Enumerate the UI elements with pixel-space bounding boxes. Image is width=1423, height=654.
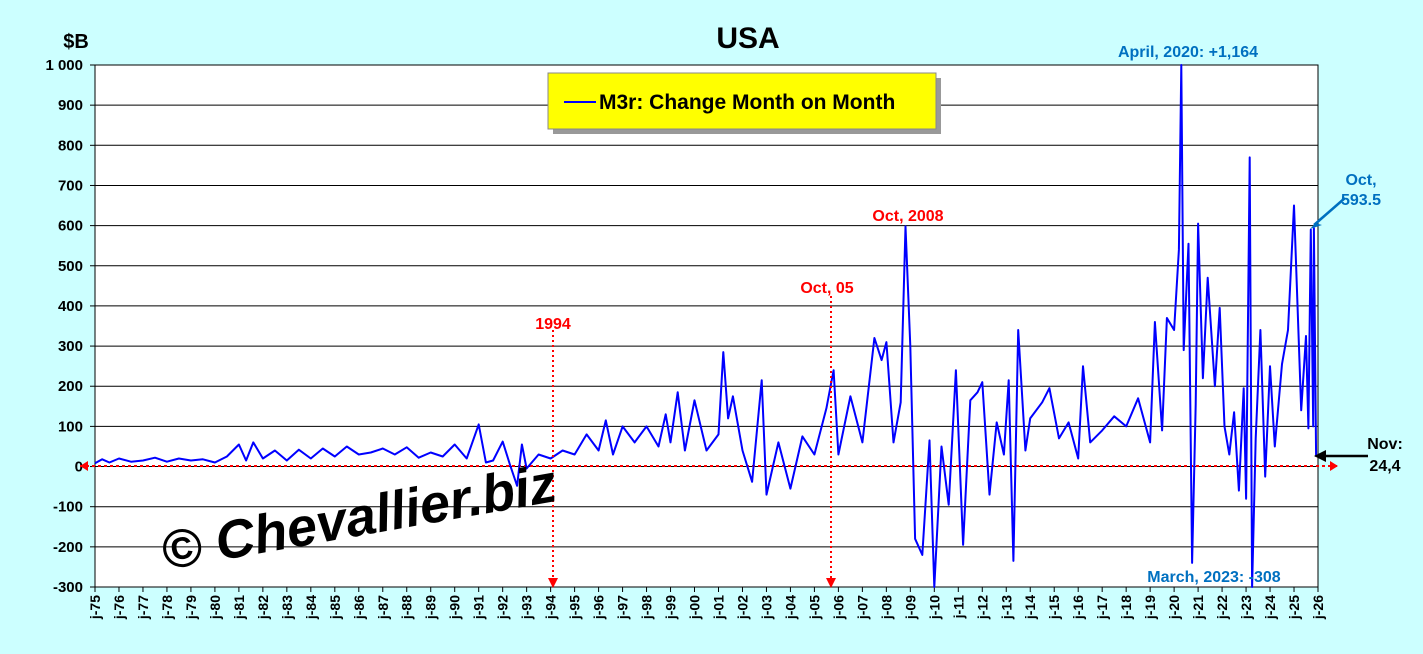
- x-tick-label: j-21: [1190, 595, 1206, 620]
- legend-box: [547, 72, 937, 130]
- x-tick-label: j-87: [375, 595, 391, 620]
- y-tick-label: 300: [58, 338, 83, 355]
- x-tick-label: j-86: [351, 595, 367, 620]
- x-tick-label: j-01: [710, 595, 726, 620]
- x-tick-label: j-06: [830, 595, 846, 620]
- annotation-nov-line1: Nov:: [1367, 436, 1403, 453]
- x-axis: j-75 j-76 j-77 j-78 j-79 j-80 j-81 j-82 j-83 j-84…: [87, 587, 1326, 620]
- x-tick-label: j-91: [471, 595, 487, 620]
- y-tick-label: 100: [58, 418, 83, 435]
- zero-line-left-arrow: [80, 461, 88, 471]
- x-tick-label: j-15: [1046, 595, 1062, 620]
- x-tick-label: j-77: [135, 595, 151, 620]
- x-tick-label: j-19: [1142, 595, 1158, 620]
- y-tick-label: 400: [58, 298, 83, 315]
- y-tick-label: 200: [58, 378, 83, 395]
- y-axis: -300 -200 -100 0 100 200 300 400 500 600 700 800 900…: [45, 57, 95, 596]
- x-tick-label: j-84: [303, 595, 319, 620]
- x-tick-label: j-98: [639, 595, 655, 620]
- x-tick-label: j-17: [1094, 595, 1110, 620]
- x-tick-label: j-90: [447, 595, 463, 620]
- x-tick-label: j-92: [495, 595, 511, 620]
- series-layer: [94, 64, 1318, 588]
- x-tick-label: j-79: [183, 595, 199, 620]
- x-tick-label: j-08: [878, 595, 894, 620]
- x-tick-label: j-85: [327, 595, 343, 620]
- x-tick-label: j-81: [231, 595, 247, 620]
- annotation-oct-line1: Oct,: [1345, 172, 1376, 189]
- legend-label: M3r: Change Month on Month: [599, 91, 895, 114]
- annotation-oct-line2: 593.5: [1341, 192, 1381, 209]
- zero-line-right-arrow: [1330, 461, 1338, 471]
- x-tick-label: j-26: [1310, 595, 1326, 620]
- legend: M3r: Change Month on Month: [547, 72, 941, 134]
- x-tick-label: j-75: [87, 595, 103, 620]
- y-tick-label: 600: [58, 218, 83, 235]
- annotation-oct-05: Oct, 05: [800, 280, 853, 297]
- x-tick-label: j-25: [1286, 595, 1302, 620]
- annotation-nov-line2: 24,4: [1369, 458, 1400, 475]
- x-tick-label: j-89: [423, 595, 439, 620]
- x-tick-label: j-24: [1262, 595, 1278, 620]
- x-tick-label: j-97: [615, 595, 631, 620]
- nov-arrow-head: [1314, 450, 1326, 462]
- y-tick-label: 800: [58, 137, 83, 154]
- x-tick-label: j-12: [974, 595, 990, 620]
- x-tick-label: j-82: [255, 595, 271, 620]
- annotation-march-2023: March, 2023: -308: [1147, 569, 1281, 586]
- grid: [95, 104, 1318, 548]
- y-tick-label: 700: [58, 177, 83, 194]
- series-line: [94, 64, 1318, 588]
- x-tick-label: j-00: [687, 595, 703, 620]
- x-tick-label: j-99: [663, 595, 679, 620]
- marker-oct05-arrow: [826, 578, 836, 588]
- x-tick-label: j-94: [543, 595, 559, 620]
- annotation-1994: 1994: [535, 316, 571, 333]
- x-tick-label: j-13: [998, 595, 1014, 620]
- y-tick-label: 0: [75, 459, 83, 476]
- x-tick-label: j-83: [279, 595, 295, 620]
- x-tick-label: j-88: [399, 595, 415, 620]
- x-tick-label: j-07: [854, 595, 870, 620]
- y-axis-label: $B: [63, 31, 89, 53]
- x-tick-label: j-93: [519, 595, 535, 620]
- x-tick-label: j-96: [591, 595, 607, 620]
- x-tick-label: j-20: [1166, 595, 1182, 620]
- marker-1994-arrow: [548, 578, 558, 588]
- x-tick-label: j-95: [567, 595, 583, 620]
- oct-arrow-shaft: [1313, 197, 1346, 226]
- y-tick-label: 1 000: [45, 57, 83, 74]
- x-tick-label: j-16: [1070, 595, 1086, 620]
- x-tick-label: j-04: [782, 595, 798, 620]
- chart-title: USA: [716, 22, 779, 55]
- x-tick-label: j-10: [926, 595, 942, 620]
- y-tick-label: -300: [53, 579, 83, 596]
- oct-arrow-head: [1310, 216, 1322, 229]
- x-tick-label: j-22: [1214, 595, 1230, 620]
- x-tick-label: j-18: [1118, 595, 1134, 620]
- annotation-oct-2008: Oct, 2008: [872, 208, 943, 225]
- x-tick-label: j-11: [950, 595, 966, 620]
- annotation-april-2020: April, 2020: +1,164: [1118, 44, 1258, 61]
- x-tick-label: j-76: [111, 595, 127, 620]
- plot-area: [94, 64, 1319, 588]
- x-tick-label: j-80: [207, 595, 223, 620]
- x-tick-label: j-09: [902, 595, 918, 620]
- y-tick-label: 500: [58, 258, 83, 275]
- y-tick-label: 900: [58, 97, 83, 114]
- y-tick-label: -100: [53, 499, 83, 516]
- x-tick-label: j-05: [806, 595, 822, 620]
- x-tick-label: j-23: [1238, 595, 1254, 620]
- x-tick-label: j-02: [734, 595, 750, 620]
- x-tick-label: j-14: [1022, 595, 1038, 620]
- x-tick-label: j-78: [159, 595, 175, 620]
- y-tick-label: -200: [53, 539, 83, 556]
- x-tick-label: j-03: [758, 595, 774, 620]
